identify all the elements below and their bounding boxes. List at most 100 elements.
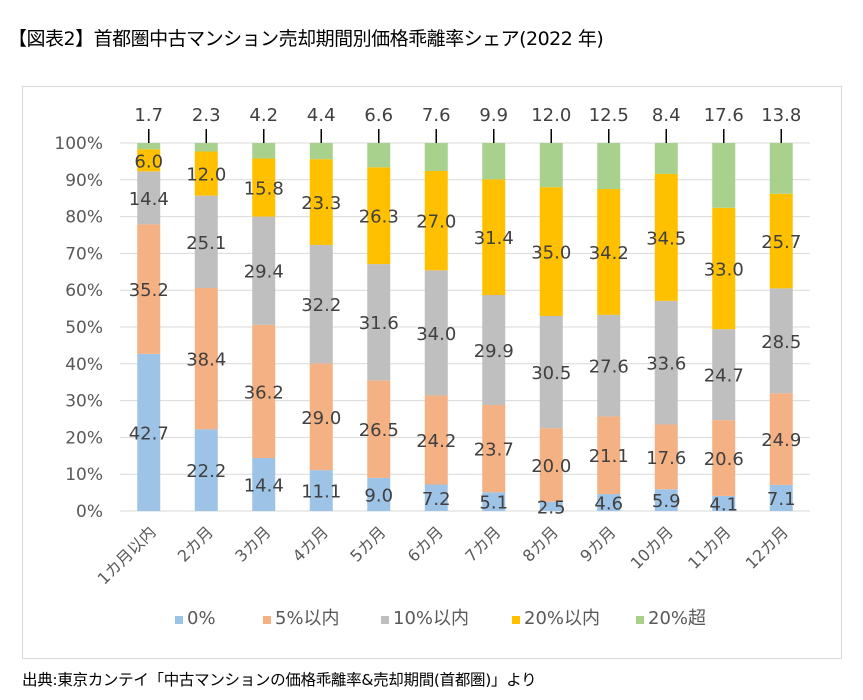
data-label: 32.2 — [301, 295, 341, 316]
legend-swatch — [263, 616, 271, 624]
bar-segment-20%以内 — [597, 189, 621, 315]
bar-segment-10%以内 — [194, 195, 218, 288]
x-tick-label: 4カ月 — [289, 522, 332, 565]
data-label: 12.5 — [589, 105, 629, 126]
bar-segment-0% — [654, 489, 678, 511]
bar-segment-20%超 — [769, 143, 793, 194]
data-label: 24.7 — [704, 366, 744, 387]
legend-label: 20%超 — [648, 608, 706, 629]
y-tick-label: 10% — [65, 465, 103, 485]
data-label: 23.3 — [301, 193, 341, 214]
bar-segment-10%以内 — [712, 329, 736, 421]
bar-segment-0% — [424, 484, 448, 511]
bar-segment-20%超 — [654, 143, 678, 174]
bar-segment-0% — [482, 492, 506, 511]
bar-segment-20%以内 — [539, 187, 563, 316]
bars — [137, 143, 793, 511]
bar-segment-20%以内 — [712, 207, 736, 330]
bar-segment-5%以内 — [769, 393, 793, 485]
data-label: 14.4 — [129, 189, 169, 210]
bar-segment-5%以内 — [539, 428, 563, 502]
bar-segment-20%超 — [424, 143, 448, 171]
legend-swatch — [636, 616, 644, 624]
chart-title: 【図表2】首都圏中古マンション売却期間別価格乖離率シェア(2022 年) — [8, 28, 604, 50]
data-label: 29.9 — [474, 341, 514, 362]
data-label: 33.6 — [646, 354, 686, 375]
data-label: 22.2 — [186, 461, 226, 482]
bar-segment-20%以内 — [654, 173, 678, 301]
bar-segment-5%以内 — [482, 405, 506, 493]
data-label: 11.1 — [301, 482, 341, 503]
data-label: 2.3 — [192, 105, 221, 126]
x-tick-label: 12カ月 — [742, 522, 792, 572]
source-note: 出典:東京カンテイ「中古マンションの価格乖離率&売却期間(首都圏)」より — [22, 671, 537, 689]
bar-segment-5%以内 — [424, 395, 448, 485]
bar-segment-20%以内 — [424, 170, 448, 271]
bar-segment-20%超 — [252, 143, 276, 159]
y-tick-label: 0% — [76, 502, 103, 522]
legend-label: 20%以内 — [524, 608, 600, 629]
legend-label: 10%以内 — [393, 608, 469, 629]
data-label: 24.2 — [416, 431, 456, 452]
bar-segment-20%以内 — [194, 151, 218, 196]
legend-swatch — [512, 616, 520, 624]
data-label: 14.4 — [244, 476, 284, 497]
data-label: 34.0 — [416, 324, 456, 345]
data-label: 26.5 — [359, 420, 399, 441]
x-axis-ticks: 1カ月以内 2カ月 3カ月 4カ月 5カ月 6カ月 7カ月 8カ月 9カ月 10カ月 11カ月 12カ… — [94, 522, 792, 588]
bar-segment-10%以内 — [424, 270, 448, 396]
data-label: 4.2 — [249, 105, 278, 126]
data-label: 20.6 — [704, 449, 744, 470]
bar-segment-20%超 — [309, 143, 333, 160]
bar-segment-20%超 — [482, 143, 506, 180]
bar-segment-20%以内 — [367, 167, 391, 265]
y-tick-label: 20% — [65, 428, 103, 448]
bar-segment-20%超 — [137, 143, 161, 150]
bar-segment-5%以内 — [252, 324, 276, 459]
bar-segment-20%超 — [194, 143, 218, 152]
y-axis-ticks: 0% 10% 20% 30% 40% 50% 60% 70% 80% 90% 100% — [54, 134, 103, 522]
x-tick-label: 9カ月 — [576, 522, 619, 565]
data-label: 23.7 — [474, 440, 514, 461]
data-label: 30.5 — [531, 363, 571, 384]
bar-segment-5%以内 — [654, 424, 678, 490]
legend-label: 0% — [187, 608, 216, 629]
data-label: 6.6 — [364, 105, 393, 126]
bar-segment-10%以内 — [539, 315, 563, 429]
bar-segment-0% — [597, 494, 621, 511]
x-tick-label: 6カ月 — [404, 522, 447, 565]
data-label: 29.4 — [244, 262, 284, 283]
bar-segment-10%以内 — [137, 171, 161, 225]
bar-segment-5%以内 — [137, 224, 161, 354]
chart-frame — [22, 86, 842, 659]
x-tick-label: 2カ月 — [174, 522, 217, 565]
data-label: 34.2 — [589, 243, 629, 264]
data-label: 17.6 — [646, 448, 686, 469]
data-label: 42.7 — [129, 423, 169, 444]
bar-segment-0% — [194, 429, 218, 511]
data-label: 35.0 — [531, 243, 571, 264]
data-label: 34.5 — [646, 228, 686, 249]
bar-segment-20%以内 — [482, 179, 506, 295]
y-tick-label: 40% — [65, 355, 103, 375]
legend-swatch — [175, 616, 183, 624]
data-label: 27.6 — [589, 357, 629, 378]
data-label: 8.4 — [652, 105, 681, 126]
bar-segment-10%以内 — [482, 294, 506, 406]
y-tick-label: 100% — [54, 134, 103, 154]
data-label: 28.5 — [761, 332, 801, 353]
data-label: 15.8 — [244, 179, 284, 200]
bar-segment-20%超 — [597, 143, 621, 189]
bar-segment-20%超 — [712, 143, 736, 208]
legend-label: 5%以内 — [275, 608, 340, 629]
y-tick-label: 90% — [65, 171, 103, 191]
data-label: 5.1 — [479, 493, 508, 514]
bar-segment-5%以内 — [597, 416, 621, 495]
data-labels: 42.7 35.2 14.4 6.0 1.7 22.2 38.4 25.1 12.0 2.3 14.… — [129, 105, 802, 518]
data-label: 7.1 — [767, 489, 796, 510]
data-label: 1.7 — [134, 105, 163, 126]
data-label: 24.9 — [761, 430, 801, 451]
data-label: 7.2 — [422, 489, 451, 510]
bar-segment-20%超 — [367, 143, 391, 168]
